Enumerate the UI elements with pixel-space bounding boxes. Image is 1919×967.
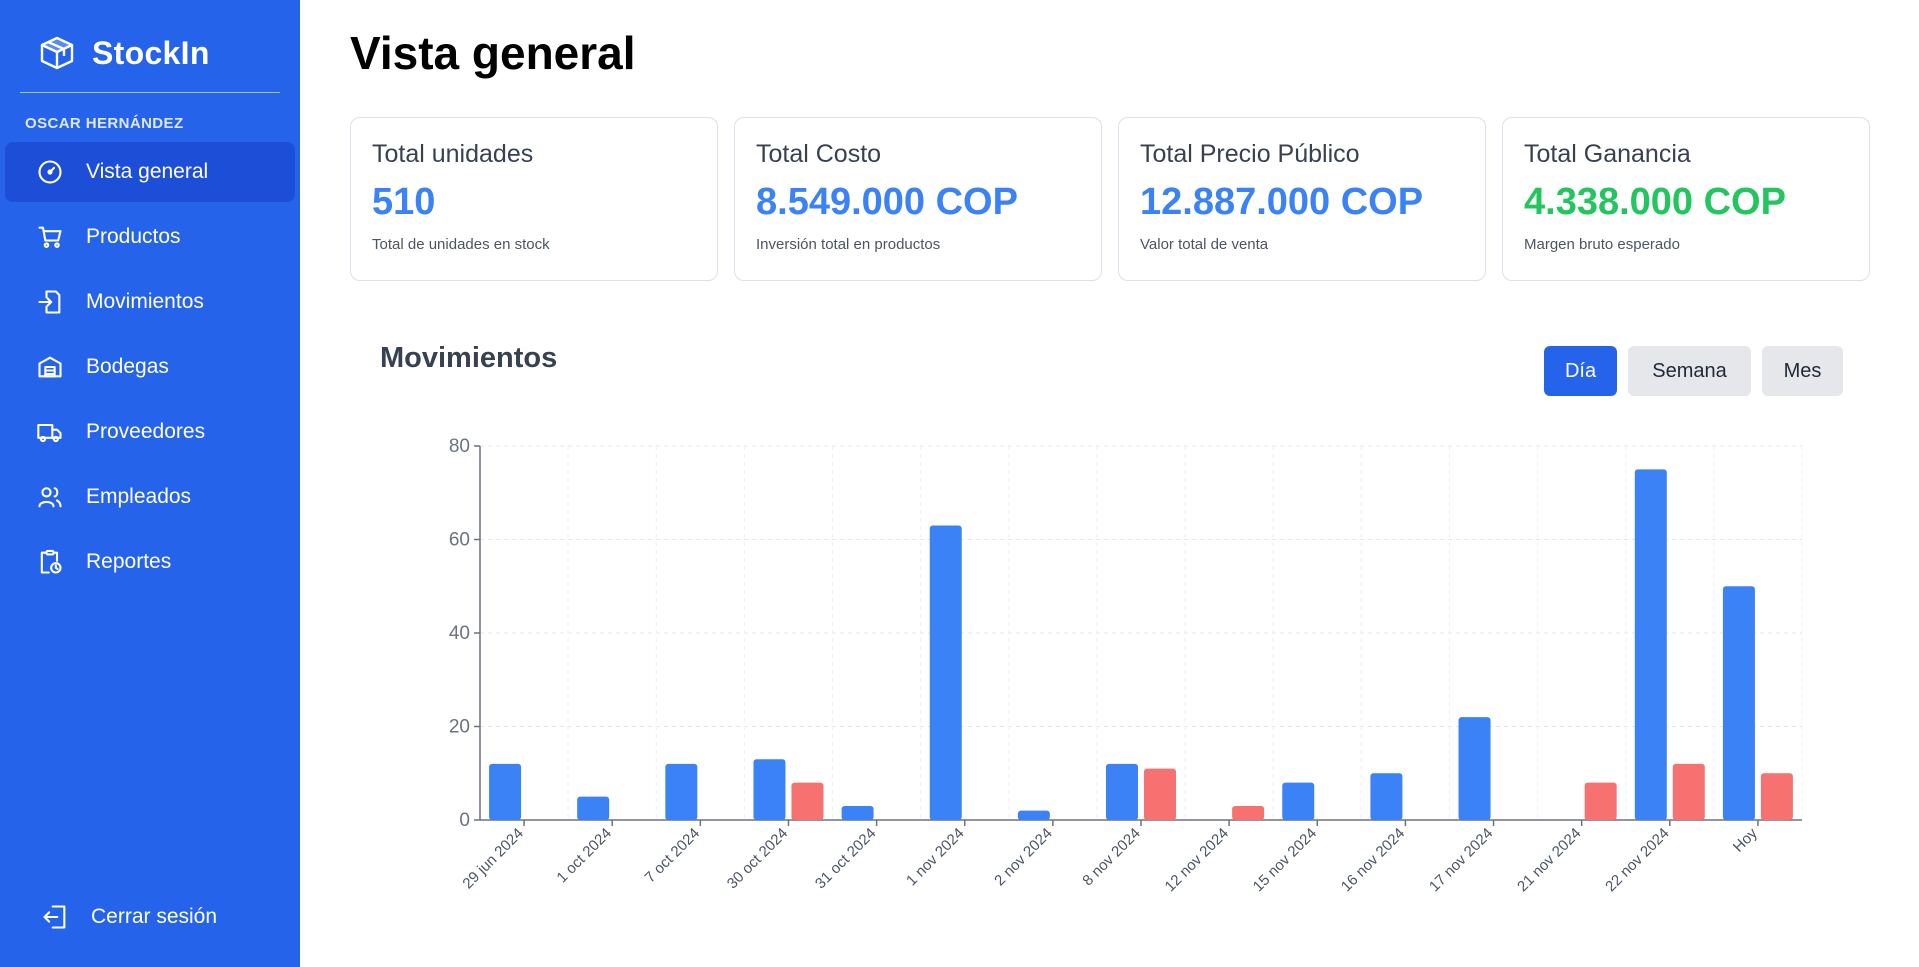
- cart-icon: [38, 226, 62, 248]
- card-subtitle: Inversión total en productos: [756, 236, 941, 253]
- sidebar-item-vista-general[interactable]: Vista general: [5, 142, 295, 202]
- sidebar-nav: Vista general Productos Movimientos Bode…: [0, 142, 300, 592]
- chart-bar: [1672, 763, 1705, 820]
- x-tick-label: 31 oct 2024: [812, 825, 879, 892]
- clipboard-clock-icon: [40, 549, 62, 574]
- chart-bar: [1458, 717, 1491, 820]
- x-tick-label: 12 nov 2024: [1162, 825, 1232, 895]
- y-tick-label: 80: [449, 436, 470, 457]
- sidebar-item-proveedores[interactable]: Proveedores: [5, 402, 295, 462]
- x-tick-label: Hoy: [1730, 824, 1761, 855]
- card-subtitle: Total de unidades en stock: [372, 236, 550, 253]
- card-title: Total Precio Público: [1140, 140, 1360, 168]
- chart-bar: [577, 796, 610, 820]
- import-icon: [38, 290, 61, 314]
- chart-bar: [1232, 805, 1265, 820]
- logout-label: Cerrar sesión: [91, 905, 218, 928]
- page-title: Vista general: [350, 27, 636, 79]
- user-name: OSCAR HERNÁNDEZ: [25, 115, 184, 132]
- warehouse-icon: [38, 356, 62, 378]
- summary-cards: Total unidades 510 Total de unidades en …: [350, 117, 1870, 281]
- chart-bar: [665, 763, 698, 820]
- sidebar-item-label: Reportes: [86, 550, 172, 573]
- chart-bar: [1722, 586, 1755, 820]
- chart-bar: [1106, 763, 1138, 820]
- logout-icon: [43, 905, 66, 929]
- brand-name: StockIn: [92, 34, 210, 71]
- card-title: Total unidades: [372, 140, 534, 168]
- chart-bar: [753, 759, 786, 820]
- x-tick-label: 29 jun 2024: [459, 825, 526, 892]
- chart-bar: [841, 805, 874, 820]
- y-tick-label: 20: [449, 717, 470, 738]
- chart-bar: [1760, 773, 1793, 820]
- x-tick-label: 30 oct 2024: [724, 825, 791, 892]
- x-tick-label: 22 nov 2024: [1602, 825, 1672, 895]
- chart-bar: [1634, 469, 1667, 820]
- brand[interactable]: StockIn: [0, 0, 300, 80]
- box-logo-icon: [40, 36, 74, 70]
- card-subtitle: Margen bruto esperado: [1524, 236, 1680, 253]
- sidebar-item-empleados[interactable]: Empleados: [5, 467, 295, 527]
- y-tick-label: 60: [449, 530, 470, 551]
- range-week-button[interactable]: Semana: [1628, 346, 1751, 396]
- sidebar-item-label: Vista general: [86, 160, 209, 183]
- sidebar-item-label: Movimientos: [86, 290, 204, 313]
- range-selector: Día Semana Mes: [1544, 346, 1843, 396]
- x-tick-label: 17 nov 2024: [1426, 825, 1496, 895]
- x-tick-label: 1 nov 2024: [903, 825, 968, 890]
- sidebar-item-movimientos[interactable]: Movimientos: [5, 272, 295, 332]
- x-tick-label: 8 nov 2024: [1079, 825, 1144, 890]
- card-value: 4.338.000 COP: [1524, 181, 1786, 223]
- card-total-unidades: Total unidades 510 Total de unidades en …: [350, 117, 718, 281]
- range-month-button[interactable]: Mes: [1762, 346, 1843, 396]
- sidebar-item-productos[interactable]: Productos: [5, 207, 295, 267]
- x-tick-label: 16 nov 2024: [1338, 825, 1408, 895]
- sidebar: StockIn OSCAR HERNÁNDEZ Vista general Pr…: [0, 0, 300, 967]
- movements-title: Movimientos: [380, 342, 558, 374]
- movements-chart: 0 20 40 60 80 29 jun 2024 1 oct 2024 7 oct 2024…: [449, 436, 1803, 895]
- card-value: 510: [372, 181, 436, 223]
- chart-bar: [489, 763, 522, 820]
- chart-bar: [1584, 782, 1617, 820]
- chart-bar: [1144, 768, 1176, 820]
- sidebar-divider: [20, 92, 280, 93]
- chart-bar: [1370, 773, 1403, 820]
- y-tick-label: 40: [449, 623, 470, 644]
- sidebar-item-bodegas[interactable]: Bodegas: [5, 337, 295, 397]
- sidebar-item-label: Proveedores: [86, 420, 206, 443]
- card-total-ganancia: Total Ganancia 4.338.000 COP Margen brut…: [1502, 117, 1870, 281]
- users-icon: [38, 487, 62, 508]
- chart-bar: [1282, 782, 1315, 820]
- card-value: 8.549.000 COP: [756, 181, 1018, 223]
- gauge-icon: [38, 160, 62, 184]
- chart-bar: [791, 782, 824, 820]
- truck-icon: [37, 423, 62, 443]
- sidebar-item-label: Productos: [86, 225, 181, 248]
- x-tick-label: 7 oct 2024: [642, 825, 704, 887]
- sidebar-item-label: Empleados: [86, 485, 192, 508]
- chart-bar: [929, 525, 962, 820]
- x-tick-label: 15 nov 2024: [1250, 825, 1320, 895]
- card-subtitle: Valor total de venta: [1140, 236, 1269, 253]
- chart-bar: [1017, 810, 1050, 820]
- main-content: Vista general Total unidades 510 Total d…: [300, 0, 1919, 967]
- y-tick-label: 0: [459, 810, 470, 831]
- card-title: Total Ganancia: [1524, 140, 1691, 168]
- sidebar-item-label: Bodegas: [86, 355, 169, 378]
- card-title: Total Costo: [756, 140, 882, 168]
- x-tick-label: 2 nov 2024: [991, 825, 1056, 890]
- card-total-costo: Total Costo 8.549.000 COP Inversión tota…: [734, 117, 1102, 281]
- range-day-button[interactable]: Día: [1544, 346, 1617, 396]
- x-tick-label: 21 nov 2024: [1514, 825, 1584, 895]
- sidebar-item-reportes[interactable]: Reportes: [5, 532, 295, 592]
- card-value: 12.887.000 COP: [1140, 181, 1424, 223]
- logout-button[interactable]: Cerrar sesión: [10, 887, 290, 947]
- x-tick-label: 1 oct 2024: [553, 825, 615, 887]
- card-total-precio-publico: Total Precio Público 12.887.000 COP Valo…: [1118, 117, 1486, 281]
